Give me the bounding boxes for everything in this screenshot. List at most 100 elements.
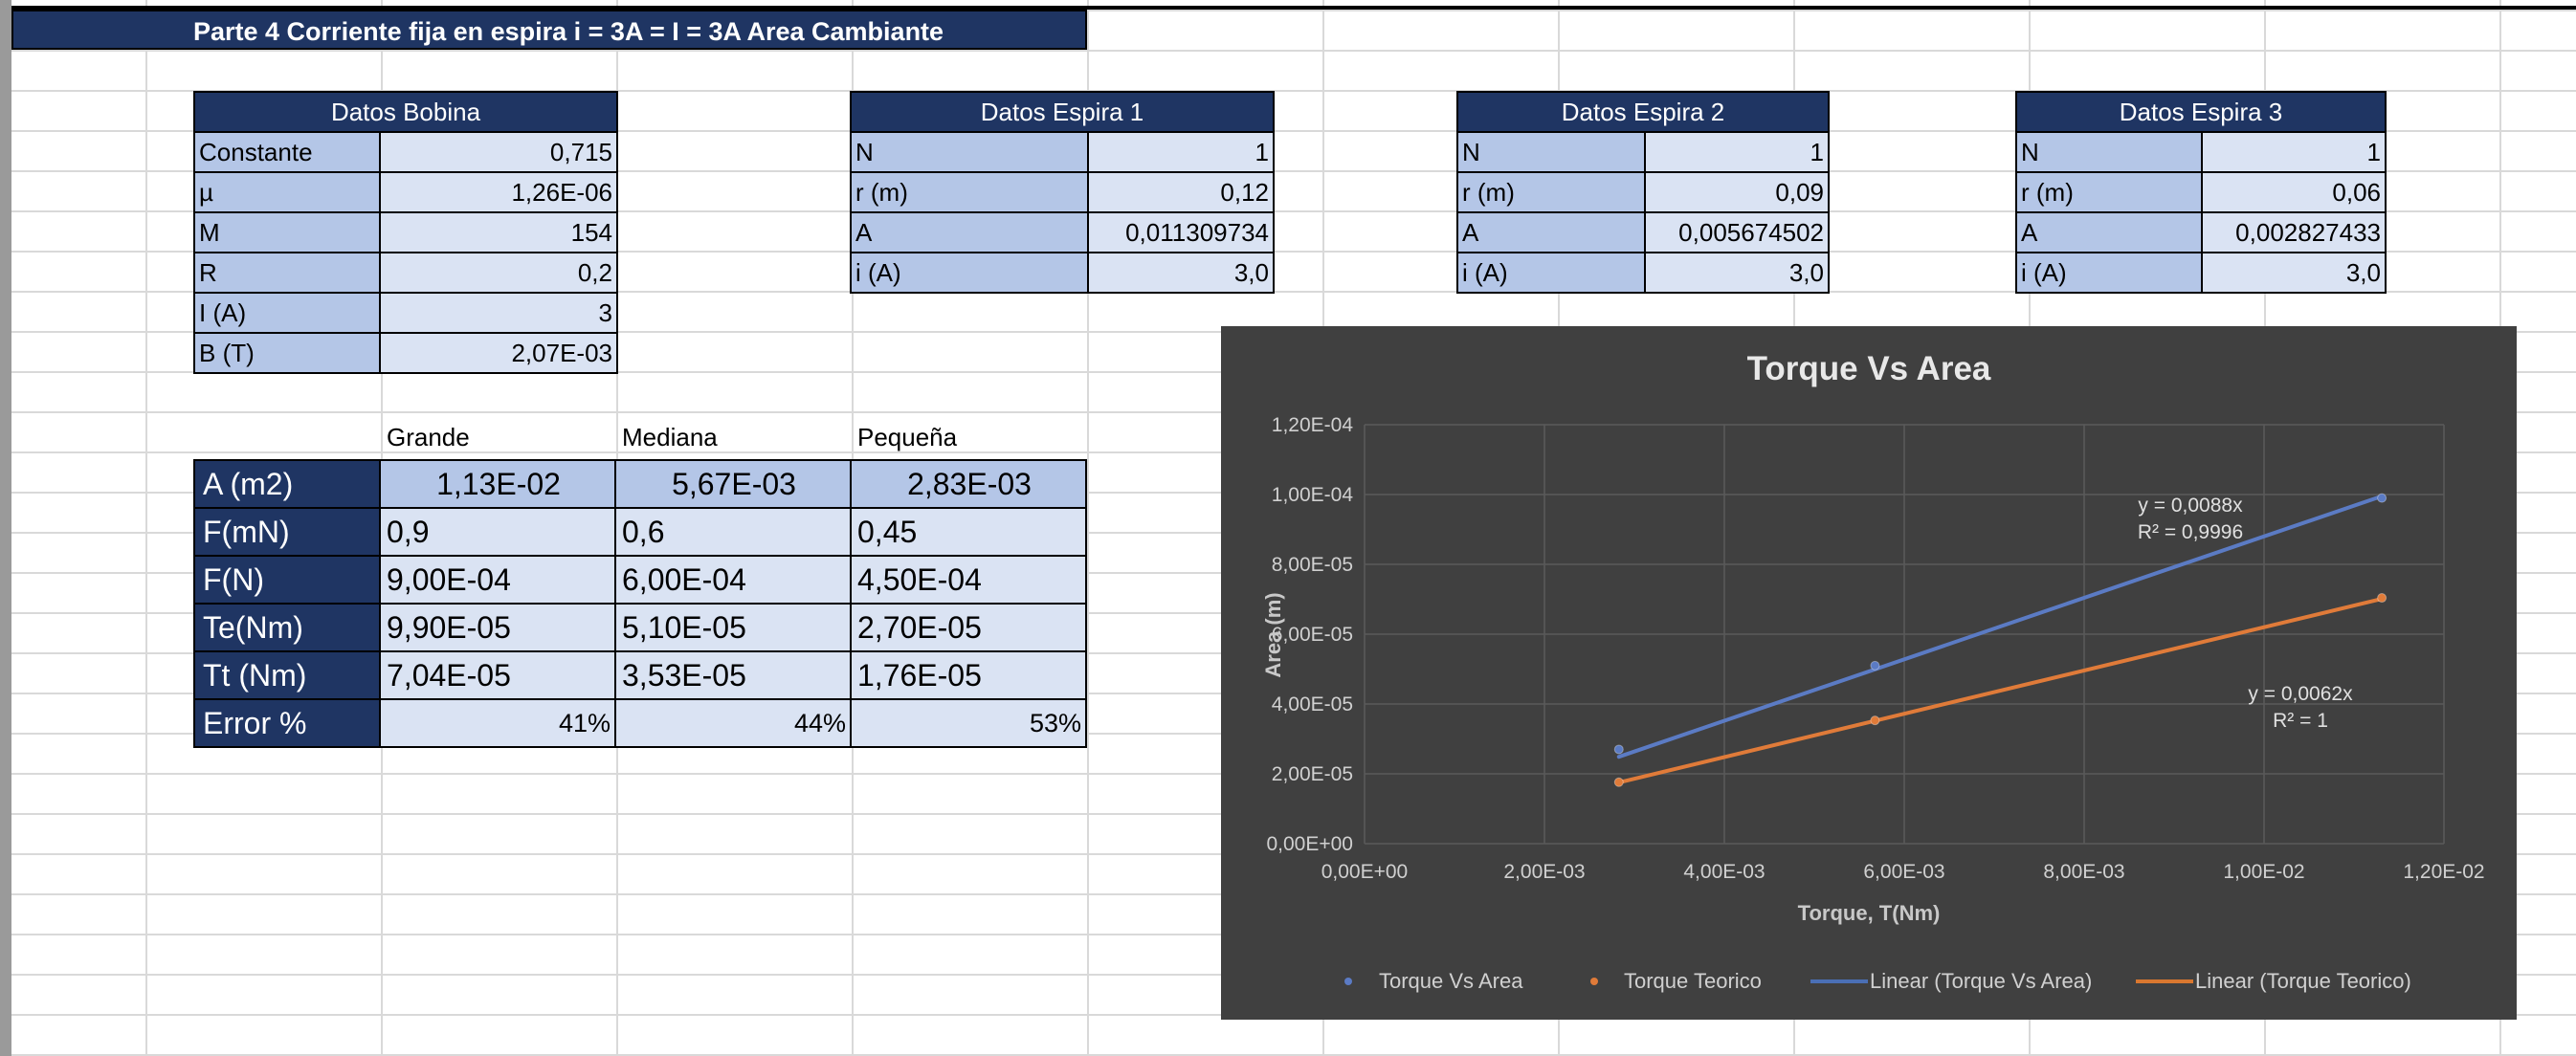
x-tick-label: 1,00E-02 <box>2223 861 2304 883</box>
cell-value[interactable]: 0,2 <box>379 252 618 294</box>
column-label-pequena[interactable]: Pequeña <box>857 423 958 451</box>
cell-value[interactable]: 0,45 <box>850 507 1087 557</box>
cell-value[interactable]: 1,26E-06 <box>379 171 618 213</box>
cell-value[interactable]: 1,13E-02 <box>379 459 616 509</box>
cell-label[interactable]: r (m) <box>2015 171 2203 213</box>
cell-value[interactable]: 0,6 <box>614 507 852 557</box>
cell-value[interactable]: 44% <box>614 698 852 748</box>
trendline-equation-2: y = 0,0062x <box>2248 683 2353 705</box>
trendline-r2-1: R² = 0,9996 <box>2138 521 2243 543</box>
y-tick-label: 2,00E-05 <box>1272 763 1353 785</box>
cell-value[interactable]: 3,0 <box>1644 252 1830 294</box>
legend-marker-torque-teorico <box>1590 978 1598 985</box>
data-point-series-2 <box>1870 715 1880 726</box>
data-point-series-2 <box>2377 593 2387 604</box>
cell-value[interactable]: 1 <box>2201 131 2387 173</box>
cell-value[interactable]: 154 <box>379 211 618 253</box>
cell-label[interactable]: µ <box>193 171 381 213</box>
cell-label[interactable]: R <box>193 252 381 294</box>
data-point-series-1 <box>2377 493 2387 503</box>
cell-label[interactable]: i (A) <box>850 252 1089 294</box>
cell-label[interactable]: r (m) <box>1456 171 1646 213</box>
cell-label[interactable]: i (A) <box>2015 252 2203 294</box>
cell-value[interactable]: 5,67E-03 <box>614 459 852 509</box>
cell-value[interactable]: 41% <box>379 698 616 748</box>
cell-label[interactable]: N <box>2015 131 2203 173</box>
trendlines <box>1616 494 2385 785</box>
cell-value[interactable]: 3,0 <box>2201 252 2387 294</box>
cell-label[interactable]: r (m) <box>850 171 1089 213</box>
datos-bobina-title[interactable]: Datos Bobina <box>193 91 618 133</box>
cell-label[interactable]: A <box>2015 211 2203 253</box>
cell-label[interactable]: A <box>850 211 1089 253</box>
cell-value[interactable]: 2,70E-05 <box>850 603 1087 652</box>
top-border <box>11 6 2576 10</box>
datos-espira-1-title[interactable]: Datos Espira 1 <box>850 91 1275 133</box>
chart-grid <box>1364 424 2445 845</box>
legend-linear-torque-teorico[interactable]: Linear (Torque Teorico) <box>2195 969 2411 993</box>
cell-value[interactable]: 4,50E-04 <box>850 555 1087 605</box>
cell-label[interactable]: Constante <box>193 131 381 173</box>
cell-value[interactable]: 0,09 <box>1644 171 1830 213</box>
legend-linear-torque-vs-area[interactable]: Linear (Torque Vs Area) <box>1870 969 2092 993</box>
cell-value[interactable]: 5,10E-05 <box>614 603 852 652</box>
cell-value[interactable]: 0,06 <box>2201 171 2387 213</box>
cell-value[interactable]: 1 <box>1087 131 1275 173</box>
row-label[interactable]: A (m2) <box>193 459 381 509</box>
row-label[interactable]: F(N) <box>193 555 381 605</box>
row-label[interactable]: Te(Nm) <box>193 603 381 652</box>
cell-value[interactable]: 53% <box>850 698 1087 748</box>
cell-label[interactable]: A <box>1456 211 1646 253</box>
y-axis-label: Area (m) <box>1261 592 1285 677</box>
cell-value[interactable]: 2,07E-03 <box>379 332 618 374</box>
legend-torque-teorico[interactable]: Torque Teorico <box>1624 969 1762 993</box>
cell-label[interactable]: N <box>1456 131 1646 173</box>
cell-label[interactable]: M <box>193 211 381 253</box>
results-table: A (m2) 1,13E-02 5,67E-03 2,83E-03 F(mN) … <box>193 459 1087 748</box>
x-tick-label: 8,00E-03 <box>2043 861 2124 883</box>
cell-value[interactable]: 0,002827433 <box>2201 211 2387 253</box>
data-point-series-1 <box>1613 744 1624 755</box>
cell-value[interactable]: 7,04E-05 <box>379 650 616 700</box>
cell-value[interactable]: 6,00E-04 <box>614 555 852 605</box>
y-tick-label: 6,00E-05 <box>1272 624 1353 646</box>
cell-value[interactable]: 3,53E-05 <box>614 650 852 700</box>
chart-title[interactable]: Torque Vs Area <box>1747 350 1991 387</box>
cell-value[interactable]: 0,005674502 <box>1644 211 1830 253</box>
cell-value[interactable]: 3 <box>379 292 618 334</box>
column-label-mediana[interactable]: Mediana <box>622 423 718 451</box>
row-label[interactable]: Tt (Nm) <box>193 650 381 700</box>
torque-area-chart[interactable]: Torque Vs Area 0,00E+00 2,00E-05 4,00E-05 6… <box>1221 326 2517 1020</box>
sheet-title[interactable]: Parte 4 Corriente fija en espira i = 3A … <box>11 10 1087 50</box>
cell-value[interactable]: 0,12 <box>1087 171 1275 213</box>
cell-label[interactable]: i (A) <box>1456 252 1646 294</box>
trendline-equation-1: y = 0,0088x <box>2138 495 2243 517</box>
x-tick-label: 4,00E-03 <box>1683 861 1765 883</box>
cell-value[interactable]: 1,76E-05 <box>850 650 1087 700</box>
cell-value[interactable]: 9,90E-05 <box>379 603 616 652</box>
cell-value[interactable]: 0,715 <box>379 131 618 173</box>
row-label[interactable]: Error % <box>193 698 381 748</box>
column-label-grande[interactable]: Grande <box>387 423 470 451</box>
data-points <box>1613 493 2387 787</box>
x-tick-label: 0,00E+00 <box>1321 861 1409 883</box>
cell-value[interactable]: 1 <box>1644 131 1830 173</box>
row-label[interactable]: F(mN) <box>193 507 381 557</box>
legend-torque-vs-area[interactable]: Torque Vs Area <box>1379 969 1523 993</box>
x-axis-label: Torque, T(Nm) <box>1798 901 1941 925</box>
cell-label[interactable]: N <box>850 131 1089 173</box>
y-tick-label: 4,00E-05 <box>1272 693 1353 715</box>
cell-value[interactable]: 0,011309734 <box>1087 211 1275 253</box>
datos-espira-2-title[interactable]: Datos Espira 2 <box>1456 91 1830 133</box>
cell-value[interactable]: 3,0 <box>1087 252 1275 294</box>
y-tick-label: 0,00E+00 <box>1266 833 1353 855</box>
datos-espira-3-title[interactable]: Datos Espira 3 <box>2015 91 2387 133</box>
cell-value[interactable]: 9,00E-04 <box>379 555 616 605</box>
cell-label[interactable]: B (T) <box>193 332 381 374</box>
data-point-series-2 <box>1613 777 1624 787</box>
cell-value[interactable]: 0,9 <box>379 507 616 557</box>
cell-label[interactable]: I (A) <box>193 292 381 334</box>
cell-value[interactable]: 2,83E-03 <box>850 459 1087 509</box>
